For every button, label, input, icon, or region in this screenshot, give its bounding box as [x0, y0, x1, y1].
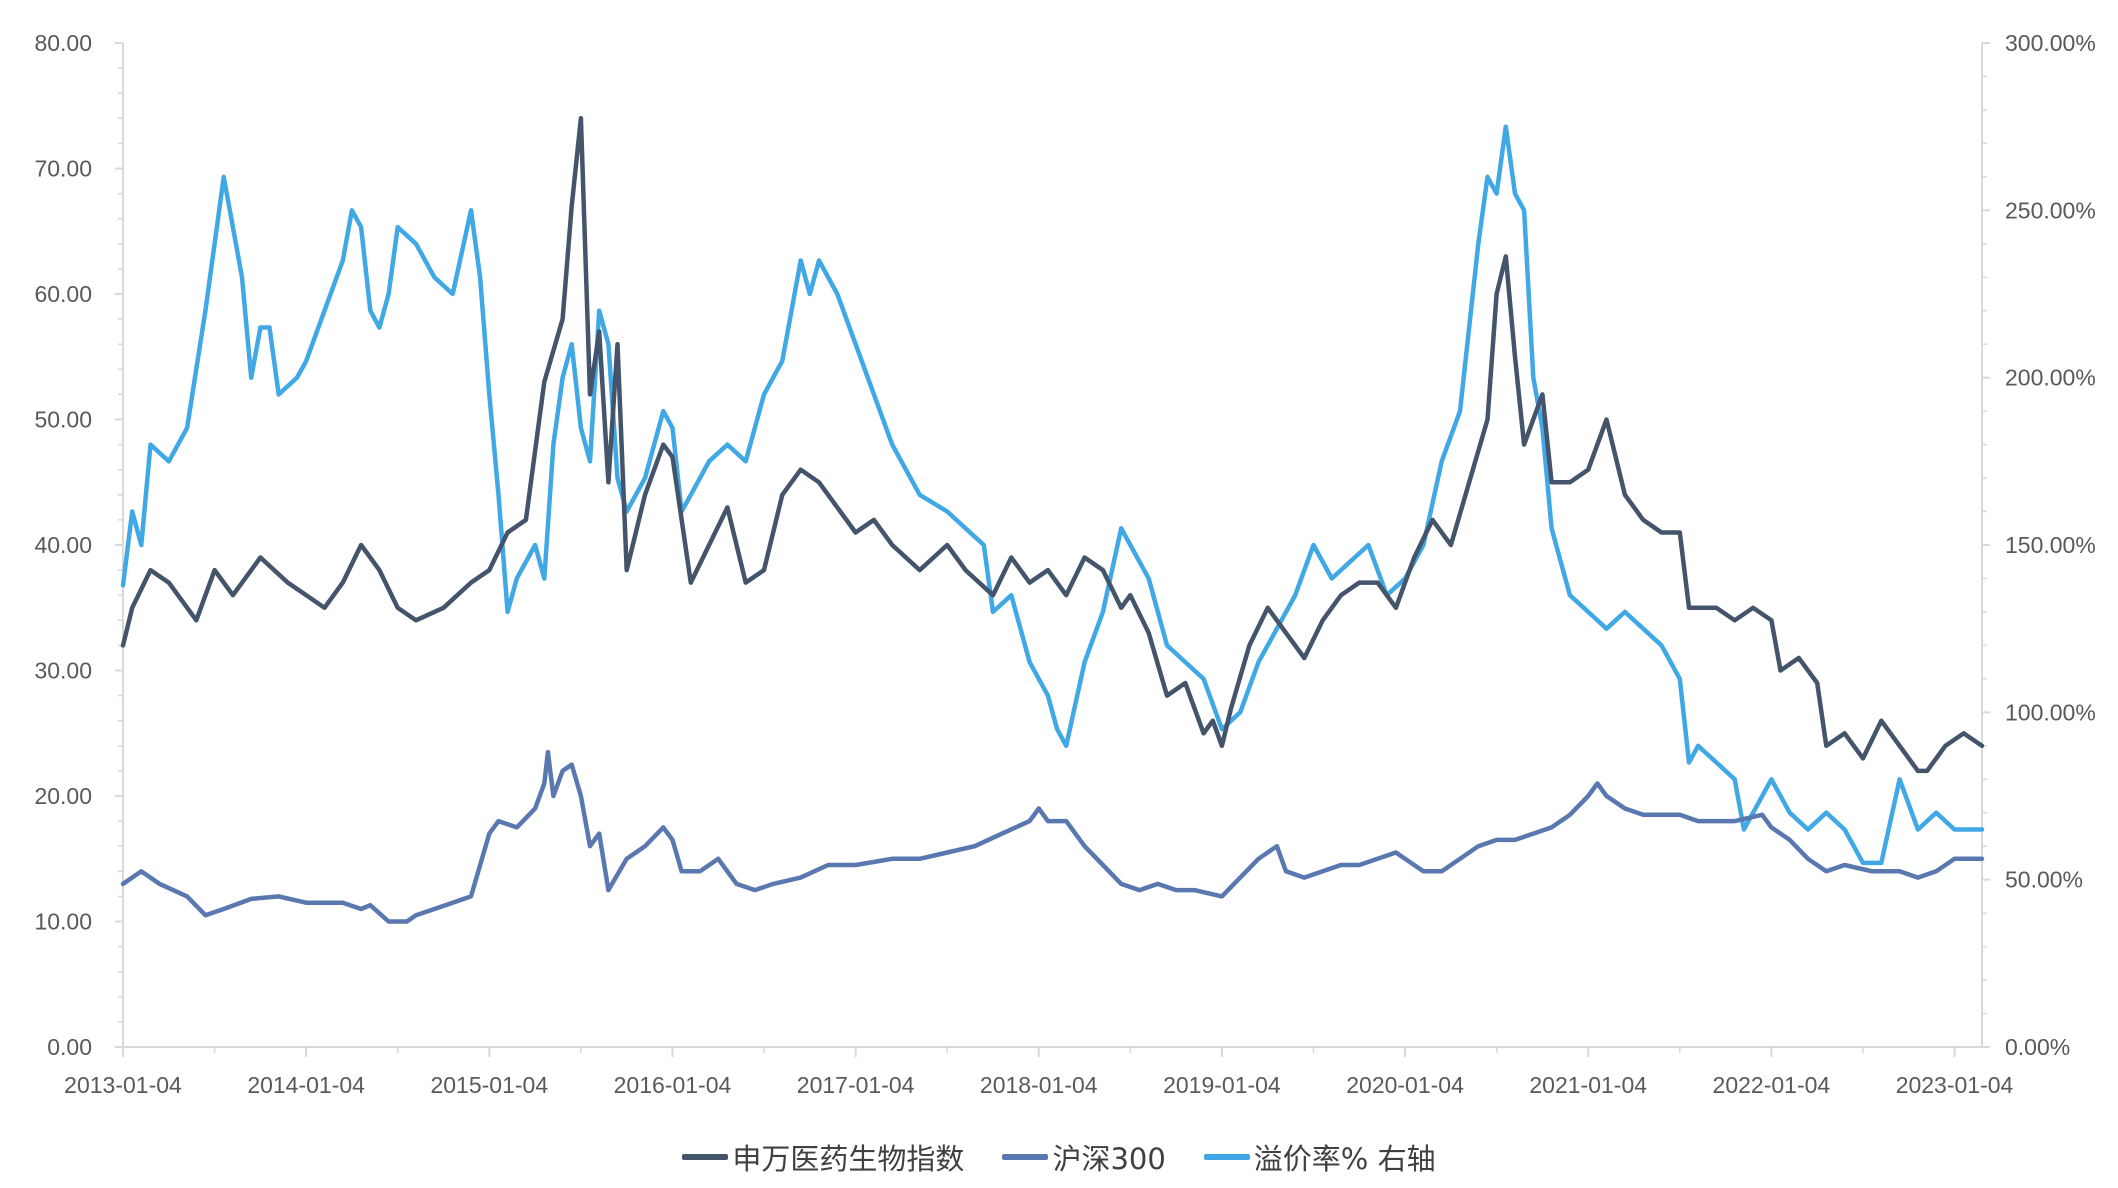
y-left-tick-label: 10.00 [34, 909, 92, 935]
y-left-tick-label: 70.00 [34, 156, 92, 182]
legend-swatch-0 [682, 1154, 729, 1160]
y-left-tick-label: 50.00 [34, 407, 92, 433]
legend-swatch-1 [1002, 1154, 1049, 1160]
legend-item-2: 溢价率% 右轴 [1203, 1136, 1436, 1178]
x-tick-label: 2022-01-04 [1713, 1072, 1831, 1098]
legend-item-0: 申万医药生物指数 [682, 1136, 964, 1178]
y-left-tick-label: 40.00 [34, 532, 92, 558]
y-right-tick-label: 0.00% [2005, 1034, 2070, 1060]
y-right-tick-label: 100.00% [2005, 699, 2096, 725]
y-right-tick-label: 250.00% [2005, 197, 2096, 223]
y-right-tick-label: 150.00% [2005, 532, 2096, 558]
x-tick-label: 2016-01-04 [614, 1072, 732, 1098]
legend-swatch-2 [1203, 1154, 1250, 1160]
y-left-tick-label: 80.00 [34, 30, 92, 56]
series-layer [120, 116, 1985, 924]
x-tick-label: 2021-01-04 [1529, 1072, 1647, 1098]
axes: 0.00 10.00 20.00 30.00 40.00 50.00 60.00 70.00 8… [34, 30, 2095, 1098]
legend-item-1: 沪深300 [1002, 1136, 1166, 1178]
x-tick-label: 2014-01-04 [247, 1072, 365, 1098]
y-right-tick-label: 200.00% [2005, 365, 2096, 391]
y-left-tick-label: 60.00 [34, 281, 92, 307]
legend-label-2: 溢价率% 右轴 [1253, 1142, 1436, 1176]
legend-label-0: 申万医药生物指数 [732, 1142, 965, 1176]
y-left-tick-label: 20.00 [34, 783, 92, 809]
y-left-tick-label: 0.00 [47, 1034, 92, 1060]
series-line-1 [120, 749, 1985, 924]
y-left-tick-label: 30.00 [34, 658, 92, 684]
series-line-0 [120, 116, 1985, 774]
legend-label-1: 沪深300 [1052, 1142, 1166, 1176]
y-right-tick-label: 50.00% [2005, 867, 2083, 893]
x-tick-label: 2015-01-04 [430, 1072, 548, 1098]
x-tick-label: 2020-01-04 [1346, 1072, 1464, 1098]
series-line-2 [120, 124, 1985, 866]
x-tick-label: 2013-01-04 [64, 1072, 182, 1098]
x-tick-label: 2019-01-04 [1163, 1072, 1281, 1098]
legend: 申万医药生物指数 沪深300 溢价率% 右轴 [0, 1136, 2118, 1178]
x-tick-label: 2018-01-04 [980, 1072, 1098, 1098]
x-tick-label: 2023-01-04 [1896, 1072, 2014, 1098]
y-right-tick-label: 300.00% [2005, 30, 2096, 56]
x-tick-label: 2017-01-04 [797, 1072, 915, 1098]
